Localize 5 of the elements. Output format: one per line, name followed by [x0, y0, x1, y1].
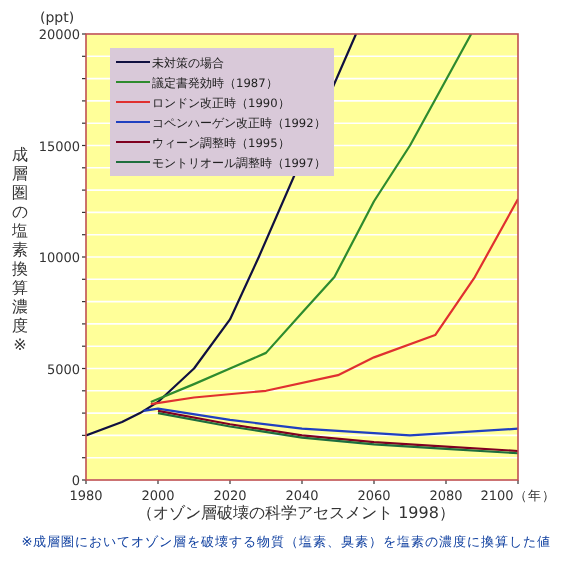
line-series — [149, 197, 518, 406]
text: （オゾン層破壊の科学アセスメント 1998） — [137, 504, 455, 522]
line-series — [142, 407, 518, 437]
text: 成層圏の塩素換算濃度※ — [12, 146, 28, 354]
line-series — [149, 34, 473, 404]
